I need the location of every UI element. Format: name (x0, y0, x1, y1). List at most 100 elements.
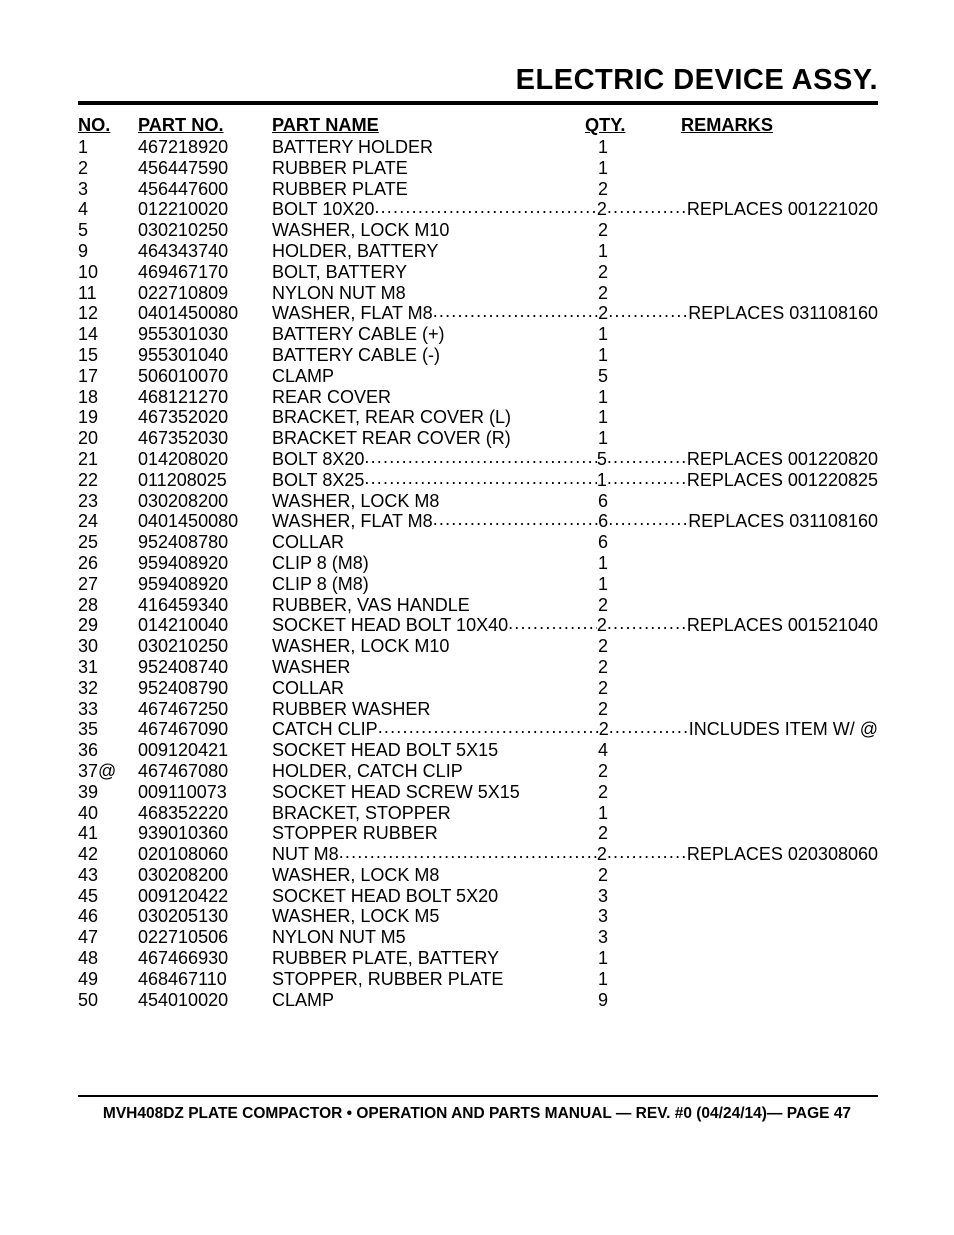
table-row: 31952408740WASHER2 (78, 657, 878, 678)
cell-partname: HOLDER, CATCH CLIP (272, 761, 598, 782)
cell-partname: WASHER, FLAT M8 (272, 303, 433, 324)
table-row: 24 0401450080WASHER, FLAT M8 6REPLACES 0… (78, 511, 878, 532)
cell-partname: WASHER, LOCK M8 (272, 491, 598, 512)
title-rule (78, 101, 878, 105)
cell-partname: REAR COVER (272, 387, 598, 408)
cell-partname: RUBBER PLATE, BATTERY (272, 948, 598, 969)
page-title: Electric Device Assy. (78, 64, 878, 101)
cell-qty: 2 (598, 595, 618, 616)
cell-no: 4 (78, 199, 138, 220)
cell-qty: 2 (598, 865, 618, 886)
cell-no: 12 (78, 303, 138, 324)
cell-remarks: INCLUDES ITEM W/ @ (689, 719, 878, 740)
cell-partno: 022710809 (138, 283, 272, 304)
cell-no: 45 (78, 886, 138, 907)
cell-partname: SOCKET HEAD BOLT 5X20 (272, 886, 598, 907)
leader-dots-right (607, 615, 687, 634)
table-row: 14955301030BATTERY CABLE (+)1 (78, 324, 878, 345)
cell-partno: 030210250 (138, 636, 272, 657)
cell-partno: 467352030 (138, 428, 272, 449)
cell-partno: 952408780 (138, 532, 272, 553)
cell-partno: 955301040 (138, 345, 272, 366)
cell-qty: 2 (598, 262, 618, 283)
cell-partname: COLLAR (272, 532, 598, 553)
cell-qty: 2 (597, 844, 607, 865)
cell-no: 50 (78, 990, 138, 1011)
cell-partno: 030205130 (138, 906, 272, 927)
table-row: 48467466930RUBBER PLATE, BATTERY1 (78, 948, 878, 969)
cell-partno: 020108060 (138, 844, 272, 865)
cell-partno: 506010070 (138, 366, 272, 387)
leader-dots-right (607, 199, 687, 218)
table-row: 39009110073SOCKET HEAD SCREW 5X152 (78, 782, 878, 803)
leader-dots-left (364, 447, 596, 468)
table-header: NO. PART NO. PART NAME QTY. REMARKS (78, 115, 878, 136)
cell-no: 28 (78, 595, 138, 616)
table-row: 10469467170BOLT, BATTERY2 (78, 262, 878, 283)
leader-dots-right (607, 449, 687, 468)
cell-no: 27 (78, 574, 138, 595)
cell-qty: 1 (598, 803, 618, 824)
cell-partname: BRACKET, REAR COVER (L) (272, 407, 598, 428)
cell-remarks: REPLACES 001521040 (687, 615, 878, 636)
cell-qty: 1 (598, 345, 618, 366)
table-row: 36009120421SOCKET HEAD BOLT 5X154 (78, 740, 878, 761)
cell-qty: 2 (598, 636, 618, 657)
cell-partno: 468467110 (138, 969, 272, 990)
cell-partno: 030208200 (138, 491, 272, 512)
cell-no: 41 (78, 823, 138, 844)
cell-no: 25 (78, 532, 138, 553)
cell-partname: CLIP 8 (M8) (272, 553, 598, 574)
header-qty: QTY. (585, 115, 681, 136)
leader-dots-left (433, 509, 598, 530)
cell-partno: 467352020 (138, 407, 272, 428)
cell-partname: WASHER, FLAT M8 (272, 511, 433, 532)
cell-partname: CATCH CLIP (272, 719, 378, 740)
cell-partno: 022710506 (138, 927, 272, 948)
table-row: 43030208200WASHER, LOCK M82 (78, 865, 878, 886)
cell-qty: 2 (598, 761, 618, 782)
cell-partname: CLAMP (272, 366, 598, 387)
cell-qty: 9 (598, 990, 618, 1011)
cell-partno: 014208020 (138, 449, 272, 470)
table-row: 20467352030BRACKET REAR COVER (R)1 (78, 428, 878, 449)
leader-dots-left (339, 842, 597, 863)
cell-partname: SOCKET HEAD SCREW 5X15 (272, 782, 598, 803)
table-row: 3456447600RUBBER PLATE2 (78, 179, 878, 200)
table-row: 9464343740HOLDER, BATTERY1 (78, 241, 878, 262)
cell-partname: HOLDER, BATTERY (272, 241, 598, 262)
table-row: 11022710809NYLON NUT M82 (78, 283, 878, 304)
cell-partno: 469467170 (138, 262, 272, 283)
cell-qty: 1 (598, 407, 618, 428)
cell-partname: WASHER, LOCK M10 (272, 220, 598, 241)
cell-partno: 939010360 (138, 823, 272, 844)
cell-partname: BRACKET, STOPPER (272, 803, 598, 824)
cell-partname: BOLT 8X20 (272, 449, 364, 470)
cell-qty: 2 (598, 220, 618, 241)
cell-remarks: REPLACES 001220825 (687, 470, 878, 491)
cell-no: 49 (78, 969, 138, 990)
cell-qty: 2 (598, 179, 618, 200)
cell-no: 48 (78, 948, 138, 969)
table-row: 30030210250WASHER, LOCK M102 (78, 636, 878, 657)
cell-qty: 1 (598, 241, 618, 262)
table-row: 49468467110STOPPER, RUBBER PLATE1 (78, 969, 878, 990)
table-row: 23030208200WASHER, LOCK M86 (78, 491, 878, 512)
cell-partname: NYLON NUT M5 (272, 927, 598, 948)
table-row: 22 011208025BOLT 8X251REPLACES 001220825 (78, 470, 878, 491)
cell-no: 33 (78, 699, 138, 720)
cell-partno: 0401450080 (138, 303, 272, 324)
cell-partname: BATTERY CABLE (+) (272, 324, 598, 345)
leader-dots-left (374, 197, 596, 218)
cell-remarks: REPLACES 031108160 (688, 303, 878, 324)
cell-no: 22 (78, 470, 138, 491)
cell-partname: BOLT 8X25 (272, 470, 364, 491)
table-row: 29014210040SOCKET HEAD BOLT 10X402REPLAC… (78, 615, 878, 636)
cell-partno: 012210020 (138, 199, 272, 220)
cell-remarks: REPLACES 001220820 (687, 449, 878, 470)
cell-qty: 3 (598, 906, 618, 927)
cell-partname: NYLON NUT M8 (272, 283, 598, 304)
cell-no: 43 (78, 865, 138, 886)
cell-no: 18 (78, 387, 138, 408)
cell-no: 47 (78, 927, 138, 948)
